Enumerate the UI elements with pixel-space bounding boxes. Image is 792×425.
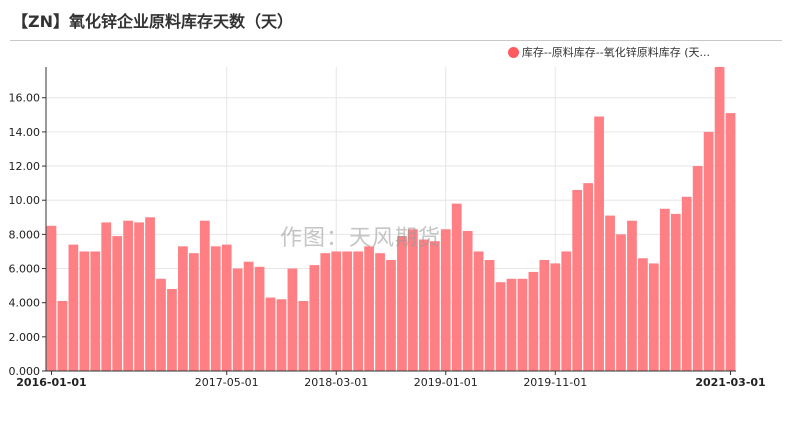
x-tick-label: 2019-11-01 xyxy=(523,376,587,389)
axes xyxy=(45,67,736,372)
bar: 9.5 xyxy=(659,208,670,371)
bar: 8.7 xyxy=(101,222,112,371)
bar: 9.1 xyxy=(605,215,615,371)
bar: 7.9 xyxy=(397,236,407,371)
bar: 6.5 xyxy=(386,259,396,371)
x-tick-label: 2016-01-01 xyxy=(16,376,86,389)
y-tick-label: 2.000 xyxy=(9,331,41,344)
bar: 7.3 xyxy=(210,246,221,371)
bar: 6 xyxy=(287,268,298,371)
bar: 6.9 xyxy=(320,253,331,371)
bar: 7.7 xyxy=(418,239,429,371)
bar: 10.2 xyxy=(681,196,692,371)
bar: 6.1 xyxy=(254,266,265,371)
bar: 8.5 xyxy=(46,225,57,371)
bar: 7 xyxy=(342,251,353,371)
bar: 7 xyxy=(79,251,90,371)
bar: 6.2 xyxy=(309,265,320,371)
bar: 5.4 xyxy=(156,278,166,371)
bar: 6.9 xyxy=(188,253,199,371)
y-tick-label: 6.000 xyxy=(9,263,41,276)
legend-marker xyxy=(507,46,519,58)
bar: 12 xyxy=(692,166,703,371)
bar: 8.7 xyxy=(134,222,144,371)
bar: 6.6 xyxy=(638,258,648,371)
x-tick-label: 2018-03-01 xyxy=(304,376,368,389)
bar: 7 xyxy=(561,251,572,371)
x-tick-label: 2021-03-01 xyxy=(695,376,765,389)
bar: 10.6 xyxy=(572,189,583,371)
bar: 8.3 xyxy=(440,229,451,371)
y-tick-label: 12.00 xyxy=(9,160,41,173)
bar: 7.6 xyxy=(429,241,440,371)
bar: 14 xyxy=(703,131,714,371)
bar: 11 xyxy=(583,183,594,371)
bar: 6 xyxy=(232,268,243,371)
title-divider xyxy=(10,40,782,41)
x-axis-ticks: 2016-01-01 2017-05-01 2018-03-01 2019-01-01… xyxy=(16,371,766,389)
bar: 14.9 xyxy=(594,116,604,371)
bar: 7 xyxy=(353,251,364,371)
bar: 7 xyxy=(90,251,101,371)
x-tick-label: 2017-05-01 xyxy=(195,376,259,389)
bar: 7.3 xyxy=(178,246,188,371)
y-tick-label: 14.00 xyxy=(9,126,41,139)
bar: 9.8 xyxy=(451,203,462,371)
chart-title: 【ZN】氧化锌企业原料库存天数（天） xyxy=(12,12,293,31)
bar: 4.3 xyxy=(265,297,276,371)
bar: 7 xyxy=(473,251,484,371)
bar: 9 xyxy=(145,217,155,371)
legend-label: 库存--原料库存--氧化锌原料库存 (天... xyxy=(521,46,710,59)
bar: 18 xyxy=(714,67,725,371)
bar: 15.1 xyxy=(725,113,736,371)
y-axis-ticks: 0.000 2.000 4.000 6.000 8.000 10.00 12.00 14.00… xyxy=(9,92,46,378)
bar: 5.4 xyxy=(517,278,528,371)
bar: 5.2 xyxy=(495,282,506,371)
bars: 8.54.17.4778.77.98.88.795.44.87.36.98.87… xyxy=(46,67,736,371)
bar: 4.2 xyxy=(276,299,287,371)
y-tick-label: 4.000 xyxy=(9,297,41,310)
bar: 6.4 xyxy=(243,261,254,371)
bar: 4.1 xyxy=(57,300,68,371)
y-tick-label: 8.000 xyxy=(9,228,41,241)
bar: 8 xyxy=(616,234,626,371)
y-tick-label: 0.000 xyxy=(9,365,41,378)
bar: 5.4 xyxy=(506,278,517,371)
bar: 6.3 xyxy=(550,263,561,371)
bar: 7.9 xyxy=(112,236,123,371)
x-tick-label: 2019-01-01 xyxy=(414,376,478,389)
bar: 7 xyxy=(331,251,342,371)
bar: 6.9 xyxy=(375,253,385,371)
bar: 8.3 xyxy=(408,229,418,371)
bar: 4.8 xyxy=(167,289,177,371)
bar: 6.5 xyxy=(539,259,550,371)
bar: 7.4 xyxy=(221,244,232,371)
bar: 8.8 xyxy=(627,220,637,371)
bar: 9.2 xyxy=(670,213,681,371)
legend[interactable]: 库存--原料库存--氧化锌原料库存 (天... xyxy=(507,44,710,60)
bar: 5.8 xyxy=(528,271,539,371)
bar: 6.5 xyxy=(484,259,495,371)
watermark: 作图：天风期货 xyxy=(280,226,442,251)
bar: 7.4 xyxy=(68,244,79,371)
bar: 8.2 xyxy=(462,230,473,371)
bar: 6.3 xyxy=(648,263,659,371)
y-tick-label: 10.00 xyxy=(9,194,41,207)
y-tick-label: 16.00 xyxy=(9,92,41,105)
bar: 4.1 xyxy=(298,300,309,371)
bar: 8.8 xyxy=(123,220,134,371)
bar: 7.3 xyxy=(364,246,374,371)
bar: 8.8 xyxy=(199,220,210,371)
